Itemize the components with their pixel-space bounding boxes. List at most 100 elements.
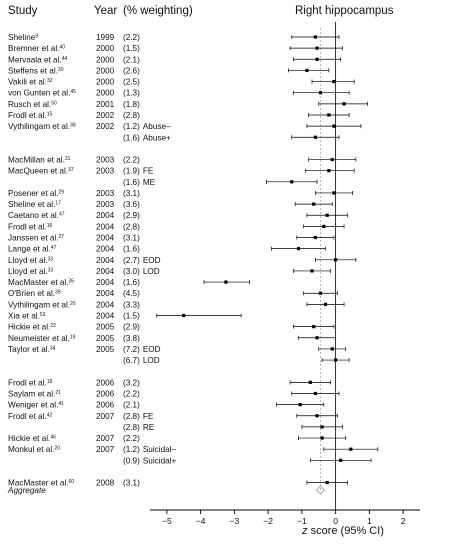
effect-24	[306, 302, 345, 307]
study-ref: 50	[51, 100, 57, 106]
study-weight: (2.9)	[123, 211, 140, 220]
effect-21	[293, 268, 331, 273]
study-name: Steffens et al.30	[8, 66, 64, 75]
study-weight: (6.7) LOD	[123, 356, 160, 365]
row-label-34: Frodl et al.42 2007 (2.8) FE	[8, 412, 154, 421]
subgroup-label: Suicidal+	[143, 456, 177, 465]
point-estimate	[342, 102, 346, 106]
row-label-2: Mervaala et al.44 2000 (2.1)	[8, 55, 140, 64]
effect-20	[315, 257, 357, 262]
study-weight: (1.5)	[123, 44, 140, 53]
study-ref: 18	[47, 379, 53, 385]
study-weight: (1.8)	[123, 100, 140, 109]
study-ref: 30	[58, 67, 64, 73]
row-label-13: (1.6) ME	[123, 178, 156, 187]
study-ref: 17	[55, 201, 61, 207]
row-label-22: MacMaster et al.35 2004 (1.6)	[8, 278, 140, 287]
row-label-38: (0.9) Suicidal+	[123, 456, 177, 465]
point-estimate	[332, 79, 336, 84]
study-weight: (2.9)	[123, 323, 140, 332]
effect-14	[315, 190, 353, 195]
study-year: 2004	[96, 289, 115, 298]
study-weight: (2.8)	[123, 222, 140, 231]
study-weight: (2.1)	[123, 401, 140, 410]
study-name: Frodl et al.42	[8, 412, 52, 421]
study-weight: (2.8) FE	[123, 412, 154, 421]
study-name: Frodl et al.16	[8, 222, 52, 231]
study-name: Frodl et al.15	[8, 111, 52, 120]
study-ref: 42	[47, 412, 53, 418]
row-label-29: (6.7) LOD	[123, 356, 160, 365]
row-label-37: Monkul et al.20 2007 (1.2) Suicidal–	[8, 445, 177, 454]
study-weight: (2.7) EOD	[123, 256, 161, 265]
row-label-33: Weniger et al.41 2006 (2.1)	[8, 401, 140, 410]
point-estimate	[327, 169, 331, 173]
effect-33	[276, 402, 325, 407]
study-year: 2004	[96, 278, 115, 287]
study-name: O'Brien et al.39	[8, 289, 61, 298]
study-name: Hickie et al.22	[8, 323, 56, 332]
study-ref: 21	[55, 390, 61, 396]
point-estimate	[323, 302, 328, 306]
study-year: 2000	[96, 44, 115, 53]
study-year: 2006	[96, 389, 115, 398]
x-axis-title-prefix: z	[301, 525, 308, 537]
study-ref: 37	[68, 167, 74, 173]
point-estimate	[339, 458, 343, 462]
study-year: 2003	[96, 156, 115, 165]
point-estimate	[325, 213, 329, 217]
x-tick-label: −3	[230, 516, 240, 526]
study-name: Taylor et al.34	[8, 345, 56, 354]
point-estimate	[305, 68, 309, 73]
study-weight: (1.3)	[123, 89, 140, 98]
row-label-7: Frodl et al.15 2002 (2.8)	[8, 111, 140, 120]
study-weight: (3.1)	[123, 479, 140, 488]
row-label-17: Frodl et al.16 2004 (2.8)	[8, 222, 140, 231]
point-estimate	[332, 191, 336, 195]
row-label-28: Taylor et al.34 2005 (7.2) EOD	[8, 345, 161, 354]
study-weight: (1.6)	[123, 245, 140, 254]
study-name: Rusch et al.50	[8, 100, 57, 109]
row-label-19: Lange et al.47 2004 (1.6)	[8, 245, 140, 254]
study-year: 2006	[96, 378, 115, 387]
row-label-12: MacQueen et al.37 2003 (1.9) FE	[8, 167, 154, 176]
point-estimate	[313, 35, 317, 39]
row-label-31: Frodl et al.18 2006 (3.2)	[8, 378, 140, 387]
row-label-5: von Gunten et al.45 2000 (1.3)	[8, 89, 140, 98]
study-weight: (2.6)	[123, 66, 140, 75]
effect-27	[298, 335, 336, 340]
study-name: Hickie et al.46	[8, 434, 56, 443]
point-estimate	[313, 135, 317, 139]
study-ref: 34	[50, 345, 56, 351]
study-ref: 40	[59, 45, 65, 51]
row-label-14: Posener et al.29 2003 (3.1)	[8, 189, 140, 198]
point-estimate	[313, 235, 317, 240]
effect-40	[306, 480, 348, 485]
effect-13	[266, 179, 318, 184]
study-weight: (2.2)	[123, 156, 140, 165]
row-label-26: Hickie et al.22 2005 (2.9)	[8, 323, 140, 332]
row-label-16: Caetano et al.47 2004 (2.9)	[8, 211, 140, 220]
effect-37	[323, 447, 379, 452]
study-name: Janssen et al.27	[8, 234, 64, 243]
effect-31	[289, 380, 331, 385]
subgroup-label: Abuse+	[143, 133, 171, 142]
x-tick-label: −4	[196, 516, 206, 526]
effect-6	[318, 101, 369, 106]
study-year: 2004	[96, 211, 115, 220]
study-year: 2005	[96, 345, 115, 354]
study-weight: (3.6)	[123, 200, 140, 209]
point-estimate	[332, 124, 336, 128]
study-ref: 27	[59, 234, 65, 240]
x-tick-label: −2	[263, 516, 273, 526]
row-label-18: Janssen et al.27 2004 (3.1)	[8, 234, 140, 243]
study-name: Posener et al.29	[8, 189, 64, 198]
row-label-35: (2.8) RE	[123, 423, 155, 432]
study-name: Xia et al.53	[8, 312, 46, 321]
study-ref: 26	[70, 301, 76, 307]
study-year: 2002	[96, 122, 115, 131]
x-axis-title: z score (95% CI)	[301, 525, 384, 537]
effect-26	[293, 324, 335, 329]
row-label-21: Lloyd et al.33 2004 (3.0) LOD	[8, 267, 160, 276]
study-year: 2007	[96, 445, 115, 454]
